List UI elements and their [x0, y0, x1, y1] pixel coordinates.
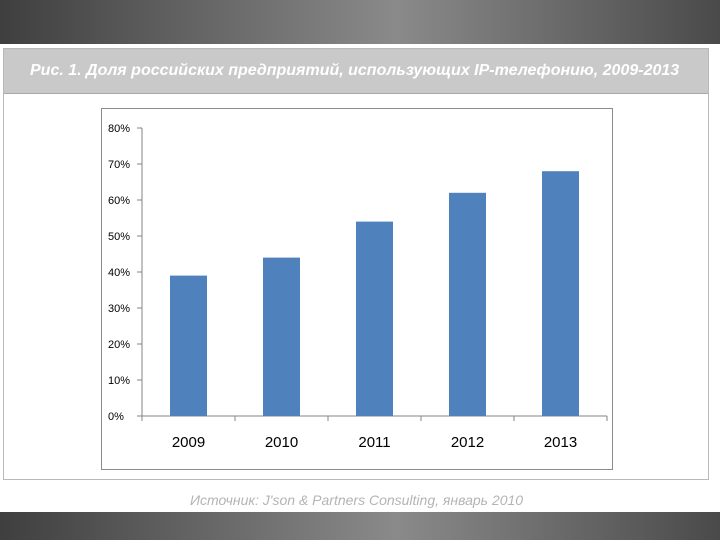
y-tick-label: 80%: [108, 123, 130, 135]
y-tick-label: 70%: [108, 159, 130, 171]
top-decor-bar: [0, 0, 720, 44]
x-tick-label: 2012: [451, 434, 484, 451]
y-tick-label: 10%: [108, 375, 130, 387]
bar-2013: [542, 171, 579, 416]
y-tick-label: 50%: [108, 231, 130, 243]
bar-2012: [449, 192, 486, 416]
bar-2009: [170, 275, 207, 416]
y-tick-label: 20%: [108, 339, 130, 351]
y-tick-label: 40%: [108, 267, 130, 279]
y-tick-label: 0%: [108, 411, 124, 423]
y-tick-label: 60%: [108, 195, 130, 207]
slide-title: Рис. 1. Доля российских предприятий, исп…: [30, 62, 680, 79]
x-tick-label: 2011: [358, 434, 390, 451]
y-tick-label: 30%: [108, 303, 130, 315]
bottom-decor-bar: [0, 512, 720, 540]
x-tick-label: 2013: [544, 434, 577, 451]
title-band: [4, 49, 708, 94]
bar-2010: [263, 257, 300, 416]
bar-2011: [356, 221, 393, 416]
x-tick-label: 2009: [172, 434, 205, 451]
x-tick-label: 2010: [265, 434, 298, 451]
source-note: Источник: J'son & Partners Consulting, я…: [190, 492, 524, 508]
